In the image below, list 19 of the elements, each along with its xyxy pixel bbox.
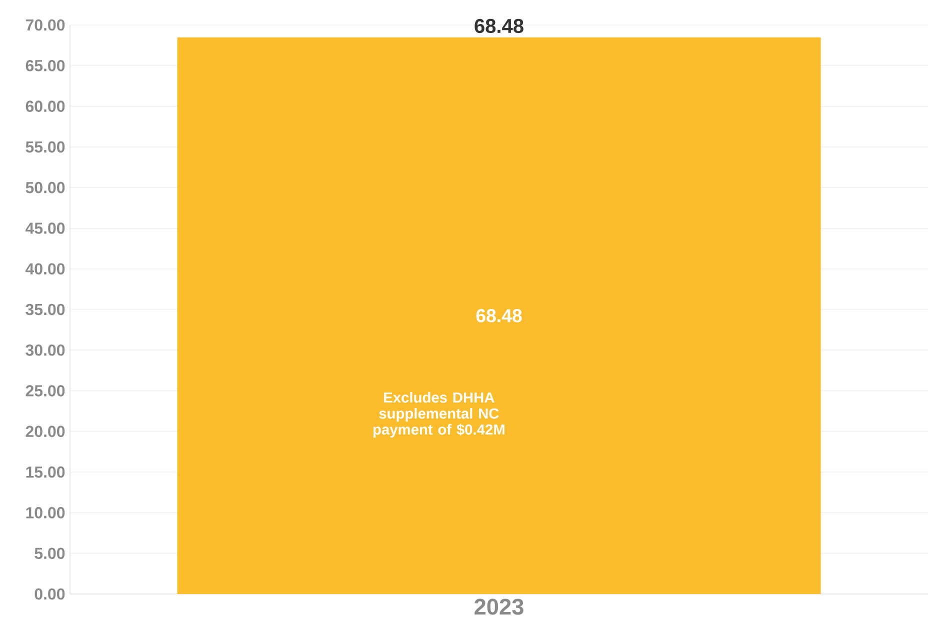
x-tick-label: 2023 xyxy=(474,598,524,615)
total-label: 68.48 xyxy=(474,18,524,34)
y-tick-label: 45.00 xyxy=(26,222,65,234)
y-tick-label: 65.00 xyxy=(26,60,65,72)
y-tick-label: 10.00 xyxy=(26,507,65,518)
y-tick-label: 55.00 xyxy=(26,141,65,153)
y-tick-label: 15.00 xyxy=(26,466,65,478)
y-tick-label: 0.00 xyxy=(34,588,65,600)
annotation: Excludes DHHA supplemental NC payment of $0.42M xyxy=(373,392,504,438)
data-label: 68.48 xyxy=(476,309,522,322)
y-tick-label: 35.00 xyxy=(26,304,65,316)
y-tick-label: 30.00 xyxy=(26,344,65,356)
y-tick-label: 60.00 xyxy=(26,100,65,112)
y-tick-label: 70.00 xyxy=(26,19,65,31)
y-tick-label: 5.00 xyxy=(34,548,65,560)
y-tick-label: 40.00 xyxy=(26,263,65,275)
y-tick-label: 20.00 xyxy=(26,426,65,438)
y-tick-label: 25.00 xyxy=(26,385,65,396)
y-tick-label: 50.00 xyxy=(26,182,65,194)
